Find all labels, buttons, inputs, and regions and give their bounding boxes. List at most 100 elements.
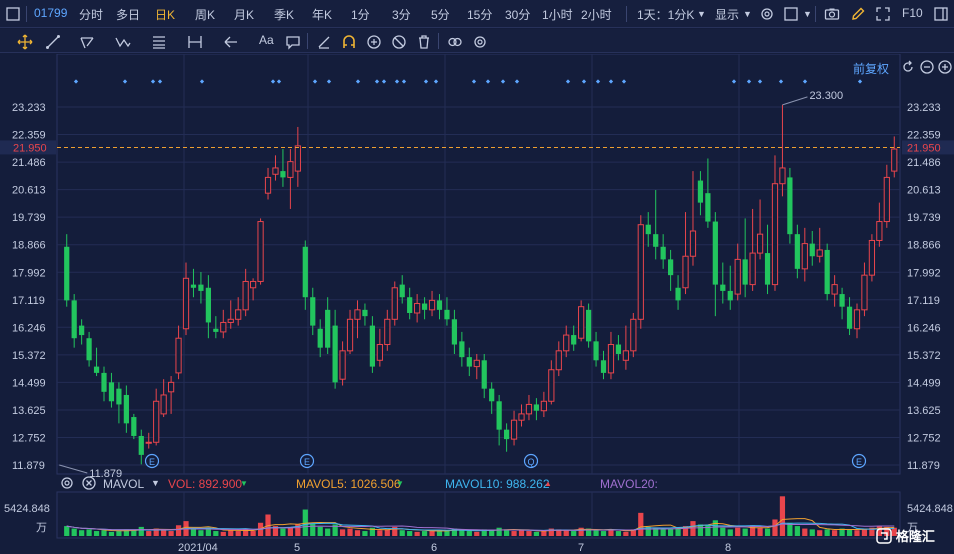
candle-body: [824, 249, 830, 295]
period-tab[interactable]: 日K: [155, 8, 176, 22]
volume-bar: [794, 526, 800, 536]
volume-bar: [630, 529, 636, 536]
close-indicator-icon[interactable]: [80, 474, 98, 492]
volume-max-label-left: 5424.848: [4, 503, 50, 515]
candle-body: [466, 357, 472, 367]
volume-bar: [839, 528, 845, 536]
period-tab[interactable]: 1分: [351, 8, 370, 22]
period-tab[interactable]: 30分: [505, 8, 531, 22]
comment-tool-icon[interactable]: [284, 33, 302, 51]
volume-bar: [548, 528, 554, 536]
chart-frame: [56, 54, 901, 475]
settings-gear-icon[interactable]: [758, 5, 776, 23]
kline-chart[interactable]: 23.233 23.233 22.359 22.359 21.486 21.486 20.6…: [0, 54, 954, 554]
candle-body: [71, 300, 77, 339]
candle-body: [362, 309, 368, 317]
period-tab[interactable]: 5分: [431, 8, 450, 22]
range-tool-icon[interactable]: [186, 33, 204, 51]
volume-bar: [541, 531, 547, 536]
candle-body: [809, 243, 815, 257]
candle-body: [272, 167, 279, 175]
volume-bar: [377, 530, 383, 536]
volume-bar: [198, 530, 204, 536]
event-dot: [581, 79, 587, 84]
candle-body: [220, 321, 227, 333]
period-tab[interactable]: 3分: [392, 8, 411, 22]
magnet-icon[interactable]: [340, 33, 358, 51]
volume-bar: [168, 531, 174, 536]
volume-bar: [697, 524, 704, 536]
adjust-mode-button[interactable]: 前复权: [853, 62, 890, 76]
y-tick-left: 14.499: [12, 377, 46, 389]
volume-max-label-right: 5424.848: [907, 503, 953, 515]
volume-bar: [690, 521, 696, 536]
text-tool-button[interactable]: Aa: [259, 33, 274, 47]
zoom-out-icon[interactable]: [918, 58, 936, 76]
chevron-down-icon[interactable]: ▼: [151, 478, 160, 488]
volume-bar: [310, 523, 316, 536]
y-tick-left: 23.233: [12, 102, 46, 114]
period-tab[interactable]: 1小时: [542, 8, 573, 22]
link-icon[interactable]: [446, 33, 464, 51]
period-tab[interactable]: 季K: [274, 8, 295, 22]
fibonacci-tool-icon[interactable]: [150, 33, 168, 51]
period-tab[interactable]: 月K: [234, 8, 255, 22]
move-crosshair-icon[interactable]: [16, 33, 34, 51]
f10-button[interactable]: F10: [902, 6, 923, 20]
volume-bar: [772, 519, 778, 536]
chevron-down-icon[interactable]: ▼: [803, 9, 812, 19]
candle-body: [414, 303, 421, 314]
candle-body: [742, 259, 748, 285]
period-tab[interactable]: 分时: [79, 8, 104, 22]
trash-icon[interactable]: [415, 33, 433, 51]
reset-icon[interactable]: [899, 58, 917, 76]
up-triangle-icon: ▲: [544, 479, 552, 488]
volume-bar: [750, 525, 756, 536]
volume-bar: [108, 531, 115, 536]
period-tab[interactable]: 多日: [116, 8, 141, 22]
period-tab[interactable]: 15分: [467, 8, 493, 22]
y-tick-right: 21.486: [907, 157, 941, 169]
event-dot: [471, 79, 477, 84]
drawing-settings-gear-icon[interactable]: [471, 33, 489, 51]
zoom-in-icon[interactable]: [936, 58, 954, 76]
indicator-name[interactable]: MAVOL: [103, 477, 145, 491]
volume-bar: [444, 530, 450, 536]
camera-icon[interactable]: [823, 5, 841, 23]
volume-bar: [645, 526, 651, 536]
candle-body: [510, 419, 518, 440]
volume-bar: [407, 531, 413, 536]
candle-body: [771, 183, 779, 286]
display-dropdown[interactable]: 显示: [715, 8, 740, 22]
pencil-icon[interactable]: [849, 5, 867, 23]
event-dot: [199, 79, 205, 84]
hide-drawing-icon[interactable]: [390, 33, 408, 51]
period-tab[interactable]: 年K: [312, 8, 333, 22]
ruler-tool-icon[interactable]: [315, 33, 333, 51]
volume-bar: [392, 526, 398, 536]
volume-bar: [802, 528, 808, 536]
period-tab[interactable]: 2小时: [581, 8, 612, 22]
y-tick-left: 22.359: [12, 130, 46, 142]
wave-tool-icon[interactable]: [114, 33, 132, 51]
candle-body: [593, 341, 599, 361]
volume-bar: [384, 529, 390, 536]
indicator-settings-gear-icon[interactable]: [58, 474, 76, 492]
panel-toggle-icon[interactable]: [4, 5, 22, 23]
fullscreen-icon[interactable]: [874, 5, 892, 23]
checkbox-icon[interactable]: [782, 5, 800, 23]
volume-bar: [190, 529, 197, 536]
lock-drawing-icon[interactable]: [365, 33, 383, 51]
arrow-tool-icon[interactable]: [222, 33, 240, 51]
sidebar-toggle-icon[interactable]: [932, 5, 950, 23]
line-tool-icon[interactable]: [44, 33, 62, 51]
event-dot: [73, 79, 79, 84]
period-tab[interactable]: 周K: [195, 8, 216, 22]
event-marker-label: E: [304, 457, 310, 467]
chart-canvas[interactable]: 23.233 23.233 22.359 22.359 21.486 21.486 20.6…: [0, 54, 954, 554]
candle-body: [653, 234, 659, 247]
channel-tool-icon[interactable]: [78, 33, 96, 51]
candle-body: [518, 413, 525, 421]
candle-body: [190, 284, 197, 288]
period-dropdown[interactable]: 1天：1分K: [637, 8, 695, 22]
